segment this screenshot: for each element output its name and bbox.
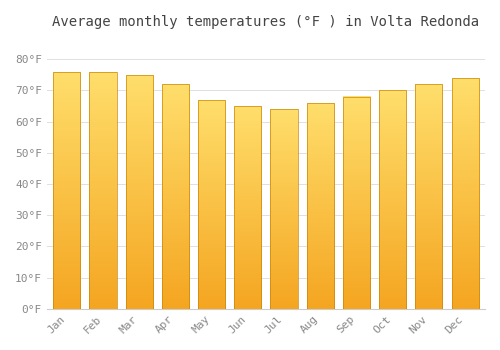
Bar: [162, 84, 189, 309]
Bar: [234, 106, 262, 309]
Title: Average monthly temperatures (°F ) in Volta Redonda: Average monthly temperatures (°F ) in Vo…: [52, 15, 480, 29]
Bar: [53, 72, 80, 309]
Bar: [343, 97, 370, 309]
Bar: [379, 90, 406, 309]
Bar: [198, 100, 225, 309]
Bar: [416, 84, 442, 309]
Bar: [452, 78, 478, 309]
Bar: [126, 75, 153, 309]
Bar: [270, 109, 297, 309]
Bar: [306, 103, 334, 309]
Bar: [90, 72, 117, 309]
